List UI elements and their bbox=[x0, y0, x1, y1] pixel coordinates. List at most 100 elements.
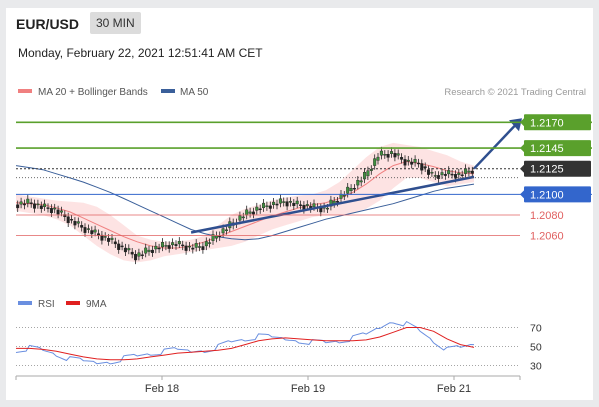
candle-body bbox=[39, 205, 43, 209]
candle-body bbox=[76, 221, 80, 224]
candle-body bbox=[43, 203, 47, 207]
candle-body bbox=[282, 201, 286, 203]
candle-body bbox=[66, 216, 70, 224]
level-label-1.2125: 1.2125 bbox=[530, 164, 564, 176]
candle-body bbox=[278, 198, 282, 204]
candle-body bbox=[100, 234, 104, 241]
candle-body bbox=[238, 215, 242, 221]
candle-body bbox=[342, 194, 346, 197]
candle-body bbox=[275, 203, 279, 206]
candle-body bbox=[379, 150, 383, 156]
candle-body bbox=[117, 243, 121, 250]
chart-header: EUR/USD 30 MIN bbox=[6, 8, 593, 43]
candle-body bbox=[272, 201, 276, 205]
candle-body bbox=[400, 157, 404, 160]
candle-body bbox=[26, 198, 30, 204]
candle-body bbox=[80, 225, 84, 228]
timeframe-badge[interactable]: 30 MIN bbox=[90, 12, 141, 34]
candle-body bbox=[410, 161, 414, 165]
candle-body bbox=[302, 204, 306, 210]
candle-body bbox=[174, 244, 178, 246]
candle-body bbox=[352, 187, 356, 190]
candle-body bbox=[457, 172, 461, 175]
candle-body bbox=[110, 237, 114, 240]
oscillator-legend: RSI 9MA bbox=[18, 299, 107, 310]
candle-body bbox=[470, 170, 474, 174]
candle-body bbox=[96, 233, 100, 236]
candle-body bbox=[221, 228, 225, 234]
candle-body bbox=[130, 251, 134, 255]
candle-body bbox=[197, 246, 201, 248]
candle-body bbox=[187, 245, 191, 248]
candle-body bbox=[56, 209, 60, 215]
candle-body bbox=[359, 180, 363, 183]
candle-body bbox=[396, 153, 400, 156]
legend: MA 20 + Bollinger Bands MA 50 Research ©… bbox=[18, 87, 586, 98]
ma20-legend-swatch bbox=[18, 89, 32, 93]
candle-body bbox=[167, 245, 171, 249]
level-label-1.2100: 1.2100 bbox=[530, 189, 564, 201]
candle-body bbox=[204, 241, 208, 247]
level-label-1.2080: 1.2080 bbox=[530, 210, 564, 222]
candle-body bbox=[93, 229, 97, 233]
candle-body bbox=[420, 163, 424, 171]
candle-body bbox=[454, 174, 458, 179]
candle-body bbox=[113, 241, 117, 245]
candle-body bbox=[460, 174, 464, 177]
rsi-legend-swatch bbox=[18, 301, 32, 305]
candle-body bbox=[127, 248, 131, 251]
rsi-panel: 70 50 30 bbox=[15, 320, 542, 373]
ma9-line bbox=[16, 327, 475, 361]
candle-body bbox=[53, 207, 57, 210]
candle-body bbox=[160, 241, 164, 248]
ma20-line bbox=[15, 160, 475, 249]
candle-body bbox=[46, 207, 50, 209]
candle-body bbox=[258, 208, 262, 211]
candle-body bbox=[60, 210, 64, 213]
level-tag-pointer-1.2170 bbox=[520, 118, 524, 127]
candle-body bbox=[123, 247, 127, 253]
candle-body bbox=[16, 204, 20, 209]
candle-body bbox=[157, 247, 161, 250]
ma9-legend-swatch bbox=[66, 301, 80, 305]
candle-body bbox=[150, 249, 154, 254]
candle-body bbox=[346, 186, 350, 194]
candle-body bbox=[416, 162, 420, 165]
candle-body bbox=[177, 240, 181, 245]
level-label-1.2145: 1.2145 bbox=[530, 143, 564, 155]
credit-text: Research © 2021 Trading Central bbox=[444, 87, 586, 98]
level-label-1.2060: 1.2060 bbox=[530, 231, 564, 243]
ma9-legend-label: 9MA bbox=[86, 299, 107, 310]
candle-body bbox=[144, 247, 148, 254]
candle-body bbox=[49, 208, 53, 214]
candle-body bbox=[245, 209, 249, 216]
candle-body bbox=[292, 202, 296, 206]
candle-body bbox=[255, 206, 259, 211]
ma20-legend-label: MA 20 + Bollinger Bands bbox=[38, 87, 148, 98]
candle-body bbox=[406, 159, 410, 162]
candle-body bbox=[103, 236, 107, 238]
candle-body bbox=[140, 254, 144, 256]
candle-body bbox=[83, 227, 87, 233]
candle-body bbox=[349, 187, 353, 191]
rsi-tick-50: 50 bbox=[530, 342, 542, 354]
candle-body bbox=[376, 156, 380, 161]
candle-body bbox=[366, 170, 370, 177]
candle-body bbox=[63, 214, 67, 217]
candle-body bbox=[336, 200, 340, 203]
candle-body bbox=[467, 170, 471, 173]
rsi-tick-70: 70 bbox=[530, 323, 542, 335]
instrument-pair: EUR/USD bbox=[16, 16, 80, 32]
candle-body bbox=[154, 245, 158, 250]
candle-body bbox=[22, 203, 26, 206]
rsi-legend-label: RSI bbox=[38, 299, 55, 310]
candle-body bbox=[262, 202, 266, 209]
ma50-line bbox=[15, 165, 475, 241]
candle-body bbox=[70, 218, 74, 221]
candle-body bbox=[326, 207, 330, 210]
price-panel bbox=[15, 118, 522, 265]
level-label-1.2170: 1.2170 bbox=[530, 117, 564, 129]
bollinger-band bbox=[16, 142, 474, 263]
candle-body bbox=[305, 204, 309, 206]
